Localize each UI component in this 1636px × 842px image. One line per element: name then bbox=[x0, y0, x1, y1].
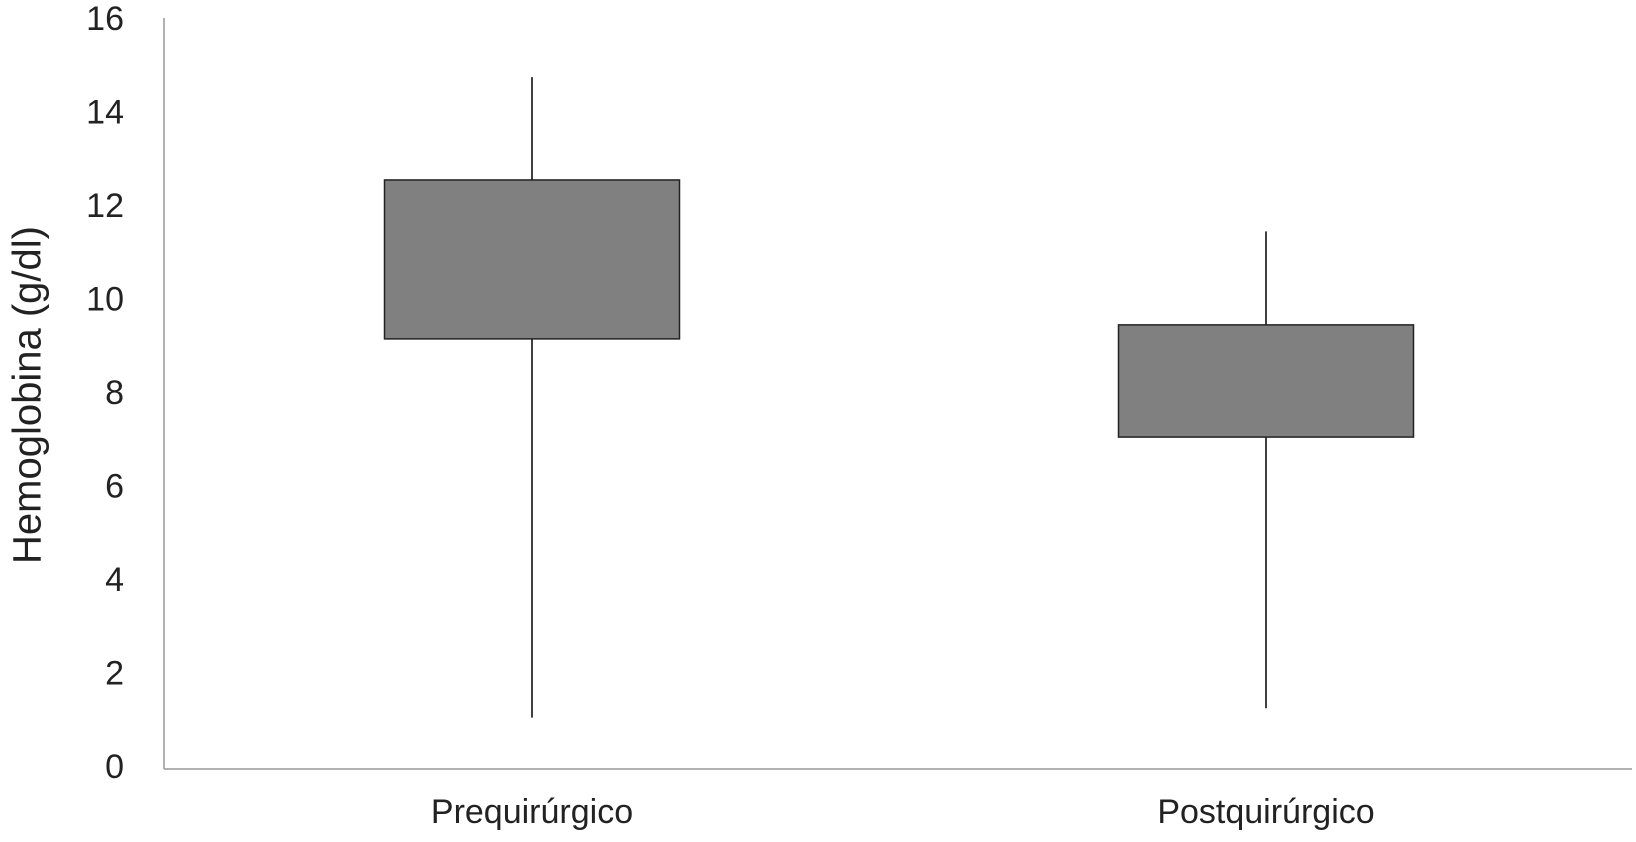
box bbox=[383, 179, 681, 340]
x-tick-label: Postquirúrgico bbox=[1157, 793, 1374, 831]
y-tick-label: 10 bbox=[86, 280, 124, 318]
y-tick-label: 8 bbox=[105, 374, 124, 412]
y-tick-label: 0 bbox=[105, 748, 124, 786]
y-tick-label: 4 bbox=[105, 561, 124, 599]
x-tick-label: Prequirúrgico bbox=[431, 793, 633, 831]
y-tick-label: 12 bbox=[86, 187, 124, 225]
y-tick-label: 16 bbox=[86, 0, 124, 38]
y-tick-label: 14 bbox=[86, 93, 124, 131]
box bbox=[1117, 324, 1415, 438]
y-tick-label: 6 bbox=[105, 467, 124, 505]
y-axis-label: Hemoglobina (g/dl) bbox=[6, 226, 50, 564]
y-tick-label: 2 bbox=[105, 654, 124, 692]
